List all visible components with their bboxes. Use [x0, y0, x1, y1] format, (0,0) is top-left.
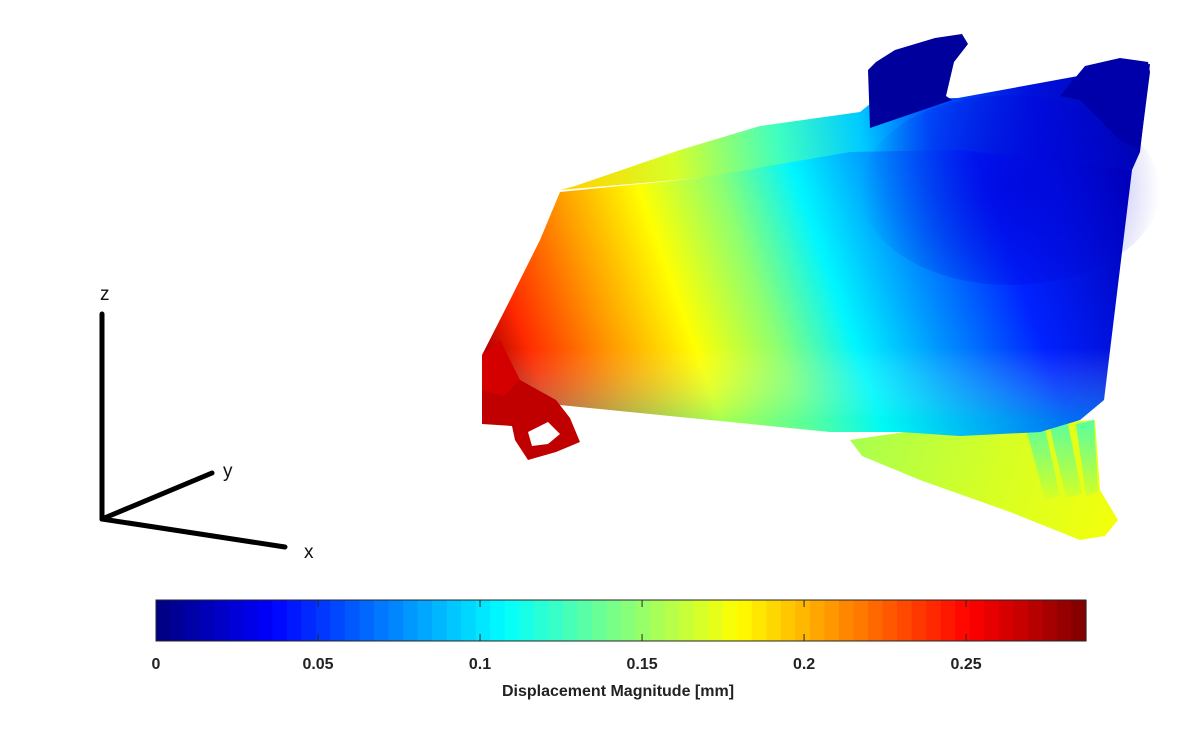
- top-lug-right: [1060, 58, 1150, 150]
- colorbar-step: [548, 600, 564, 641]
- colorbar-ticks: 0 0.05 0.1 0.15 0.2 0.25: [152, 600, 982, 673]
- colorbar-step: [650, 600, 666, 641]
- colorbar-step: [809, 600, 826, 641]
- colorbar-step: [490, 600, 506, 641]
- colorbar-step: [664, 600, 680, 641]
- colorbar-step: [199, 600, 215, 641]
- lower-right-support: [850, 420, 1118, 540]
- colorbar-frame: [155, 599, 1087, 642]
- colorbar-step: [403, 600, 419, 641]
- colorbar-step: [940, 600, 956, 641]
- colorbar-step: [388, 600, 404, 641]
- colorbar-step: [693, 600, 709, 641]
- colorbar-step: [301, 600, 317, 641]
- colorbar-step: [562, 600, 579, 641]
- colorbar-step: [461, 600, 477, 641]
- colorbar-step: [577, 600, 593, 641]
- colorbar-step: [621, 600, 637, 641]
- colorbar-step: [286, 600, 302, 641]
- colorbar-label: Displacement Magnitude [mm]: [502, 683, 734, 700]
- colorbar-step: [228, 600, 244, 641]
- colorbar-step: [926, 600, 942, 641]
- colorbar-step: [722, 600, 738, 641]
- colorbar-step: [1013, 600, 1029, 641]
- colorbar-step: [156, 600, 172, 641]
- colorbar-step: [214, 600, 230, 641]
- colorbar-step: [591, 600, 608, 641]
- colorbar-step: [969, 600, 985, 641]
- colorbar-step: [446, 600, 462, 641]
- x-axis-arrow: [99, 516, 288, 550]
- colorbar-steps: [156, 600, 1087, 641]
- colorbar-step: [344, 600, 361, 641]
- colorbar-step: [243, 600, 259, 641]
- support-leg-2: [1050, 424, 1082, 498]
- colorbar-step: [780, 600, 796, 641]
- colorbar-step: [315, 600, 331, 641]
- colorbar-step: [838, 600, 855, 641]
- left-tip: [482, 380, 580, 460]
- colorbar-tick-label: 0.1: [469, 656, 491, 673]
- support-leg-1: [1027, 428, 1060, 500]
- y-axis-label: y: [223, 461, 233, 482]
- colorbar-step: [1027, 600, 1044, 641]
- colorbar-step: [330, 600, 346, 641]
- colorbar-step: [373, 600, 390, 641]
- colorbar-step: [911, 600, 927, 641]
- colorbar-step: [635, 600, 651, 641]
- colorbar-step: [606, 600, 622, 641]
- front-face-blue-core: [860, 95, 1160, 285]
- colorbar-step: [533, 600, 549, 641]
- colorbar-step: [998, 600, 1014, 641]
- colorbar-tick-label: 0: [152, 656, 161, 673]
- colorbar-step: [897, 600, 913, 641]
- colorbar-step: [882, 600, 898, 641]
- colorbar-tick-label: 0.15: [626, 656, 657, 673]
- colorbar-step: [1042, 600, 1058, 641]
- colorbar-step: [475, 600, 491, 641]
- z-axis-label: z: [100, 284, 110, 305]
- support-leg-3: [1076, 420, 1098, 496]
- colorbar-step: [359, 600, 375, 641]
- colorbar-tick-label: 0.05: [302, 656, 333, 673]
- colorbar-step: [679, 600, 695, 641]
- colorbar-step: [272, 600, 288, 641]
- colorbar-step: [417, 600, 433, 641]
- colorbar-step: [795, 600, 811, 641]
- colorbar-step: [708, 600, 724, 641]
- left-tip-opening: [528, 422, 560, 446]
- colorbar-step: [868, 600, 884, 641]
- colorbar-step: [257, 600, 273, 641]
- top-lug-left: [868, 34, 968, 128]
- colorbar-step: [185, 600, 201, 641]
- deformed-body: [482, 34, 1160, 540]
- colorbar-step: [432, 600, 448, 641]
- colorbar-step: [751, 600, 767, 641]
- colorbar-step: [766, 600, 782, 641]
- colorbar: 0 0.05 0.1 0.15 0.2 0.25 Displacement Magnitu…: [152, 599, 1087, 700]
- colorbar-step: [984, 600, 1000, 641]
- colorbar-tick-label: 0.2: [793, 656, 815, 673]
- orientation-triad: z y x: [99, 284, 314, 563]
- colorbar-step: [955, 600, 971, 641]
- colorbar-step: [1071, 600, 1087, 641]
- colorbar-step: [824, 600, 840, 641]
- left-face-dark-edge: [482, 340, 520, 396]
- colorbar-step: [170, 600, 186, 641]
- y-axis-arrow: [99, 470, 215, 522]
- colorbar-step: [1056, 600, 1073, 641]
- colorbar-step: [853, 600, 869, 641]
- colorbar-tick-label: 0.25: [951, 656, 982, 673]
- x-axis-label: x: [304, 542, 314, 563]
- colorbar-step: [504, 600, 520, 641]
- colorbar-step: [519, 600, 535, 641]
- colorbar-step: [737, 600, 753, 641]
